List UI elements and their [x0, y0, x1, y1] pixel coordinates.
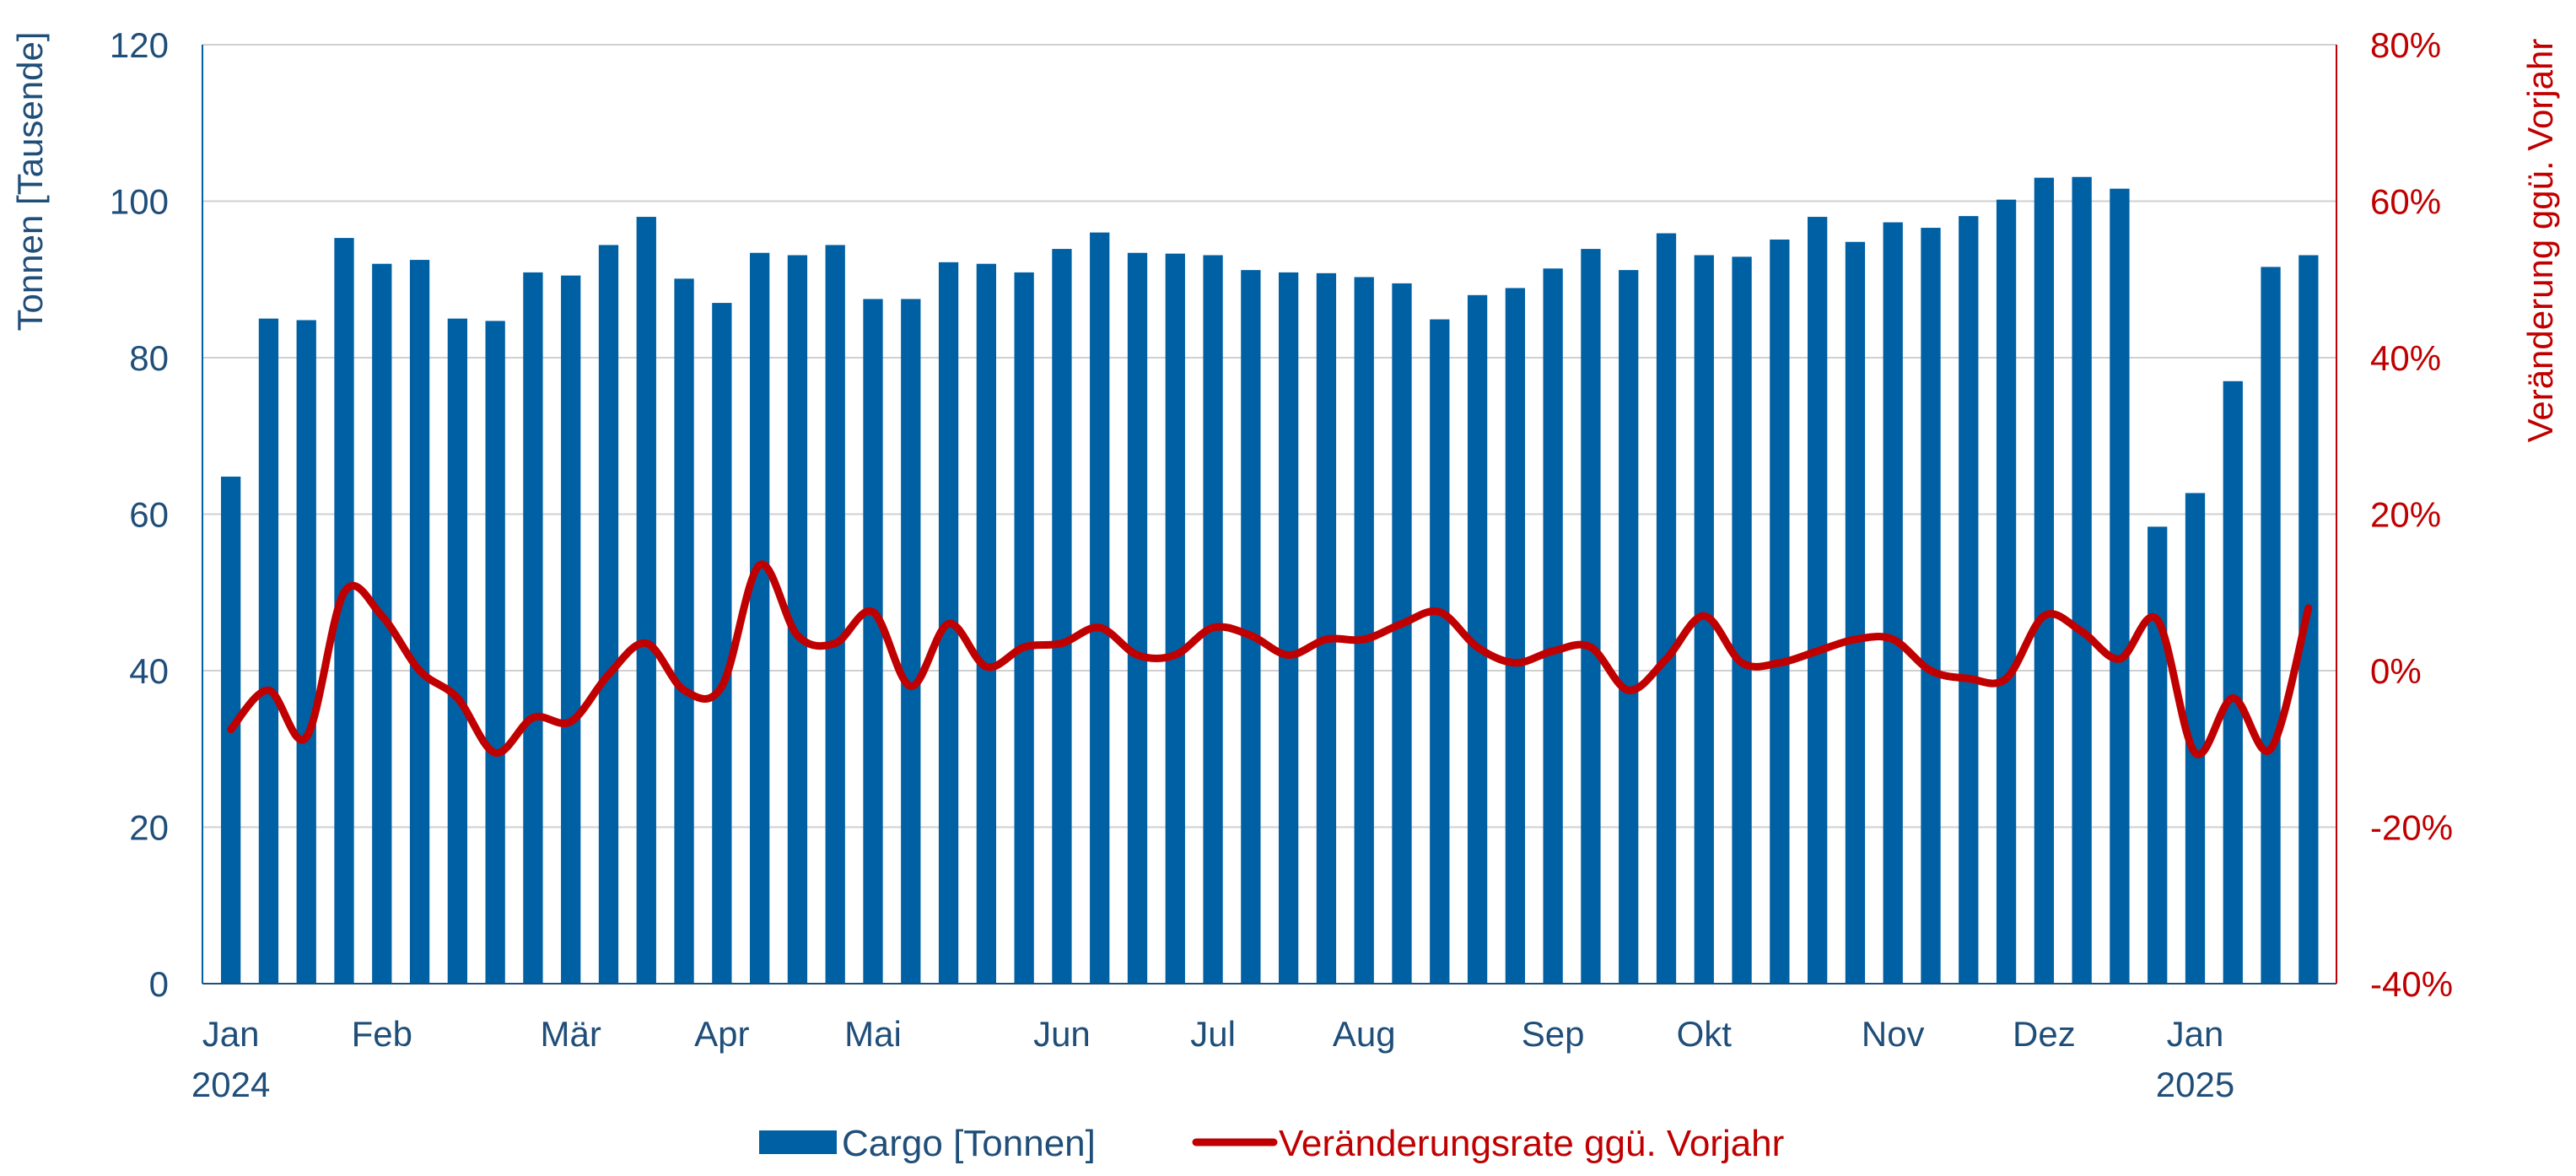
- bar: [1543, 268, 1563, 984]
- bar: [787, 255, 808, 984]
- bar: [258, 318, 279, 984]
- bar: [1354, 277, 1374, 984]
- bar: [1808, 217, 1828, 984]
- right-axis-title: Veränderung ggü. Vorjahr: [2520, 39, 2560, 443]
- right-tick-label: 40%: [2370, 338, 2441, 378]
- bar: [712, 303, 732, 984]
- left-tick-label: 40: [129, 651, 169, 691]
- x-month-label: Mai: [844, 1014, 902, 1054]
- bar: [372, 263, 392, 984]
- bar: [1845, 241, 1866, 984]
- bar: [1165, 253, 1185, 984]
- legend-label-change-rate: Veränderungsrate ggü. Vorjahr: [1279, 1123, 1784, 1164]
- bar: [1619, 270, 1639, 984]
- x-month-label: Mär: [541, 1014, 601, 1054]
- bar: [636, 217, 656, 984]
- x-month-label: Nov: [1862, 1014, 1925, 1054]
- legend-label-cargo: Cargo [Tonnen]: [842, 1123, 1096, 1164]
- bar: [1241, 270, 1261, 984]
- x-year-label: 2025: [2156, 1065, 2234, 1104]
- x-month-label: Jan: [2167, 1014, 2224, 1054]
- bar: [863, 299, 883, 984]
- bar: [2223, 380, 2243, 984]
- bar: [1090, 232, 1110, 984]
- bar: [976, 263, 997, 984]
- bar: [1505, 288, 1526, 984]
- bar: [2072, 176, 2092, 984]
- bar: [409, 260, 430, 984]
- x-month-label: Sep: [1522, 1014, 1585, 1054]
- bar: [1052, 249, 1072, 984]
- bar: [485, 321, 505, 984]
- bar: [1883, 222, 1903, 984]
- x-month-label: Jul: [1190, 1014, 1236, 1054]
- bar: [296, 320, 316, 984]
- left-tick-label: 60: [129, 495, 169, 535]
- bar: [1430, 319, 1450, 984]
- bar: [1732, 256, 1752, 984]
- right-tick-label: 60%: [2370, 182, 2441, 222]
- right-tick-label: -20%: [2370, 808, 2453, 848]
- axes: [202, 45, 2337, 984]
- x-month-label: Dez: [2013, 1014, 2076, 1054]
- left-axis-title: Tonnen [Tausende]: [10, 32, 50, 332]
- bar: [2110, 188, 2130, 984]
- right-tick-label: -40%: [2370, 964, 2453, 1004]
- left-tick-label: 80: [129, 338, 169, 378]
- right-axis-ticks: -40% -20% 0% 20% 40% 60% 80%: [2370, 25, 2453, 1004]
- gridlines: [202, 44, 2336, 828]
- bar: [2261, 267, 2281, 984]
- change-rate-path: [227, 560, 2313, 758]
- bar: [1959, 216, 1979, 984]
- legend-swatch-cargo: [759, 1130, 837, 1154]
- x-year-label: 2024: [191, 1065, 270, 1104]
- bar: [1467, 294, 1488, 984]
- bar: [901, 299, 921, 984]
- bar: [2185, 493, 2206, 984]
- bar: [1770, 239, 1790, 984]
- bar: [1656, 233, 1677, 984]
- bar: [598, 245, 619, 984]
- x-month-label: Feb: [352, 1014, 412, 1054]
- bar: [561, 275, 581, 984]
- bar: [334, 238, 354, 984]
- right-tick-label: 0%: [2370, 651, 2422, 691]
- change-rate-line: [227, 560, 2313, 758]
- x-month-label: Aug: [1333, 1014, 1396, 1054]
- bar: [1127, 252, 1148, 984]
- x-month-label: Jan: [202, 1014, 260, 1054]
- bar: [523, 272, 543, 984]
- bar: [1279, 272, 1299, 984]
- bar: [750, 252, 770, 984]
- left-tick-label: 100: [110, 182, 169, 222]
- legend: Cargo [Tonnen] Veränderungsrate ggü. Vor…: [759, 1123, 1784, 1164]
- bar: [2034, 177, 2055, 984]
- bar: [1014, 272, 1034, 984]
- bar: [825, 245, 845, 984]
- x-month-label: Jun: [1033, 1014, 1091, 1054]
- bar: [2148, 526, 2168, 984]
- x-month-label: Apr: [694, 1014, 749, 1054]
- right-tick-label: 80%: [2370, 25, 2441, 65]
- right-tick-label: 20%: [2370, 495, 2441, 535]
- bar: [1581, 249, 1601, 984]
- left-tick-label: 0: [149, 964, 169, 1004]
- x-month-label: Okt: [1677, 1014, 1733, 1054]
- bar: [1921, 228, 1941, 984]
- left-tick-label: 20: [129, 808, 169, 848]
- left-axis-ticks: 0 20 40 60 80 100 120: [110, 25, 169, 1004]
- bar: [674, 278, 694, 984]
- x-axis-ticks: Jan 2024 Feb Mär Apr Mai Jun Jul Aug Sep Okt Nov Dez…: [191, 1014, 2234, 1104]
- bar: [1316, 272, 1337, 984]
- bar: [1203, 255, 1223, 984]
- bar: [1996, 199, 2017, 984]
- bar: [447, 318, 468, 984]
- cargo-bars: [221, 176, 2319, 984]
- bar: [1392, 283, 1412, 984]
- left-tick-label: 120: [110, 25, 169, 65]
